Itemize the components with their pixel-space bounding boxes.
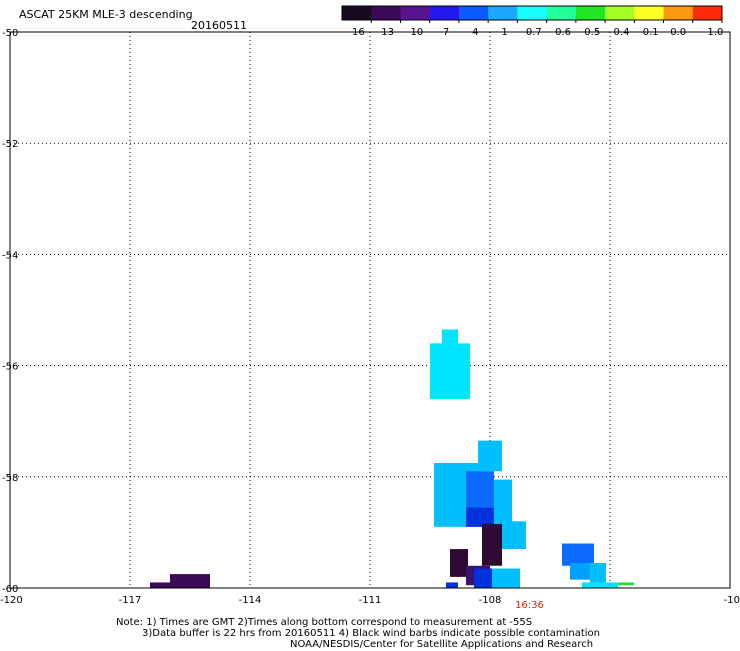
colorbar-segment <box>400 6 431 20</box>
plot-frame <box>9 31 731 589</box>
x-tick-label: -114 <box>239 595 262 606</box>
wind-cell <box>430 343 470 399</box>
y-tick-label: -58 <box>2 473 18 484</box>
time-label: 16:36 <box>515 600 544 611</box>
colorbar-segment <box>605 6 635 20</box>
y-tick-label: -50 <box>2 28 18 39</box>
colorbar-segment <box>634 6 665 20</box>
note-line-2: 3)Data buffer is 22 hrs from 20160511 4)… <box>142 628 600 639</box>
wind-cells <box>150 329 634 588</box>
colorbar-segment <box>517 6 548 20</box>
chart-date: 20160511 <box>191 19 247 32</box>
wind-cell <box>590 562 606 583</box>
note-line-1: Note: 1) Times are GMT 2)Times along bot… <box>116 617 533 628</box>
colorbar-segment <box>458 6 489 20</box>
x-tick-label: -117 <box>119 595 142 606</box>
colorbar-segment <box>546 6 577 20</box>
colorbar: -16 -13 -10 -7 -4 -1 -0.7 -0.6 -0.5 -0.4 -0.1 0.0 1.… <box>341 5 723 38</box>
wind-cell <box>150 582 170 588</box>
colorbar-segment <box>663 6 694 20</box>
wind-cell <box>450 549 468 577</box>
colorbar-segment <box>488 6 518 20</box>
colorbar-segment <box>575 6 606 20</box>
x-tick-label: -111 <box>359 595 382 606</box>
wind-cell <box>492 568 520 588</box>
colorbar-segment <box>429 6 460 20</box>
wind-cell <box>466 471 494 508</box>
wind-cell <box>494 479 512 530</box>
wind-cell <box>170 574 210 588</box>
wind-cell <box>482 524 502 566</box>
x-tick-label: -10 <box>724 595 740 606</box>
colorbar-segment <box>371 6 401 20</box>
wind-cell <box>474 568 492 588</box>
x-tick-label: -120 <box>0 595 23 606</box>
note-line-3: NOAA/NESDIS/Center for Satellite Applica… <box>290 639 594 650</box>
y-tick-label: -56 <box>2 362 18 373</box>
colorbar-segment <box>692 6 723 20</box>
wind-cell <box>446 582 458 588</box>
wind-cell <box>466 507 494 527</box>
grid-lines <box>10 32 730 588</box>
y-tick-label: -60 <box>2 584 18 595</box>
wind-cell <box>562 543 594 566</box>
y-tick-label: -54 <box>2 250 18 261</box>
axis-ticks: -120 -117 -114 -111 -108 -10 -50 -52 -54 -56 -58 -6… <box>0 28 740 606</box>
colorbar-frame <box>341 5 723 21</box>
wind-cell <box>502 521 526 550</box>
wind-cell <box>582 582 618 588</box>
wind-cell <box>570 562 590 580</box>
chart-title: ASCAT 25KM MLE-3 descending <box>19 8 193 21</box>
x-tick-label: -108 <box>479 595 502 606</box>
colorbar-segment <box>342 6 372 20</box>
wind-cell <box>618 582 634 586</box>
y-tick-label: -52 <box>2 139 18 150</box>
